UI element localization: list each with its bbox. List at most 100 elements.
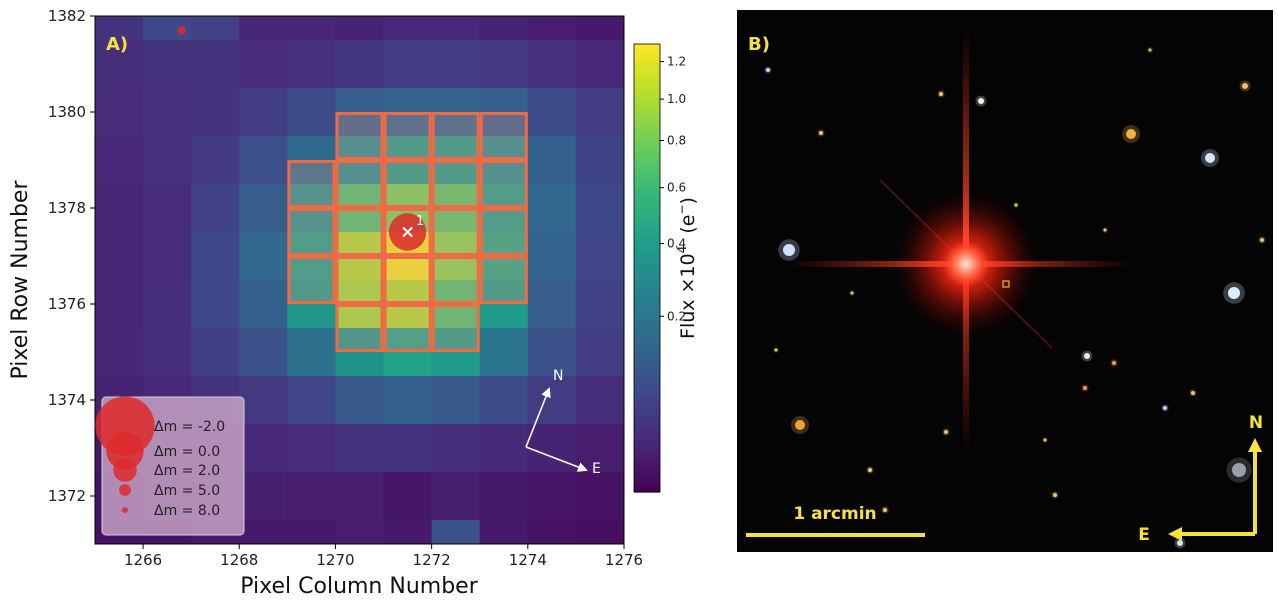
- heatmap-pixel: [239, 424, 288, 473]
- colorbar-segment: [634, 338, 660, 344]
- x-tick-label: 1266: [124, 551, 162, 569]
- heatmap-pixel: [95, 88, 144, 137]
- colorbar-segment: [634, 256, 660, 262]
- heatmap-pixel: [191, 88, 240, 137]
- heatmap-pixel: [95, 280, 144, 329]
- heatmap-pixel: [95, 328, 144, 377]
- colorbar-segment: [634, 51, 660, 56]
- heatmap-pixel: [287, 472, 336, 521]
- colorbar-segment: [634, 312, 660, 318]
- colorbar-segment: [634, 424, 660, 430]
- target-cross: [402, 226, 413, 238]
- panel-b-sky-image: B) 1 arcmin N E: [737, 10, 1273, 552]
- colorbar-segment: [634, 361, 660, 366]
- heatmap-pixel: [239, 184, 288, 233]
- heatmap-pixel: [239, 88, 288, 137]
- heatmap-pixel: [431, 40, 481, 89]
- colorbar-segment: [634, 391, 660, 396]
- colorbar-segment: [634, 365, 660, 370]
- heatmap-pixel: [479, 40, 529, 89]
- heatmap-pixel: [527, 328, 577, 377]
- star: [766, 68, 770, 72]
- colorbar-tick-label: 1.2: [667, 55, 686, 69]
- heatmap-pixel: [191, 16, 240, 41]
- legend-marker: [122, 507, 128, 513]
- x-tick-label: 1270: [316, 551, 354, 569]
- colorbar-segment: [634, 387, 660, 392]
- star: [774, 348, 778, 352]
- star: [1177, 540, 1183, 546]
- heatmap-pixel: [335, 520, 384, 545]
- y-tick-label: 1382: [48, 7, 86, 25]
- heatmap-pixel: [143, 232, 192, 281]
- y-tick-label: 1372: [48, 487, 86, 505]
- colorbar-segment: [634, 238, 660, 243]
- star: [1043, 438, 1047, 442]
- star: [783, 244, 795, 256]
- colorbar-segment: [634, 111, 660, 116]
- heatmap-pixel: [575, 136, 625, 185]
- heatmap-pixel: [287, 328, 336, 377]
- colorbar-segment: [634, 241, 660, 247]
- colorbar-segment: [634, 152, 660, 157]
- compass-east-label-b: E: [1138, 525, 1150, 545]
- compass-north-label-b: N: [1249, 413, 1263, 433]
- star: [795, 420, 805, 430]
- heatmap-pixel: [479, 16, 529, 41]
- heatmap-pixel: [239, 472, 288, 521]
- colorbar-segment: [634, 454, 660, 459]
- heatmap-pixel: [383, 16, 433, 41]
- colorbar-segment: [634, 204, 660, 209]
- heatmap-pixel: [287, 40, 336, 89]
- colorbar-segment: [634, 234, 660, 239]
- colorbar-tick-label: 1.0: [667, 92, 686, 106]
- heatmap-pixel: [575, 16, 625, 41]
- heatmap-pixel: [527, 280, 577, 329]
- colorbar-segment: [634, 346, 660, 351]
- heatmap-pixel: [575, 40, 625, 89]
- colorbar-label: Flux ×104 (e−): [675, 197, 699, 339]
- panel-a-tpf-plot: 1 A) 1266 1268 1270 1272 1274 1276 1372137413…: [8, 7, 699, 599]
- heatmap-pixel: [239, 376, 288, 425]
- y-tick-label: 1374: [48, 391, 86, 409]
- colorbar-segment: [634, 275, 660, 280]
- colorbar-segment: [634, 253, 660, 258]
- star: [1163, 406, 1167, 410]
- colorbar: 0.2 0.4 0.6 0.8 1.0 1.2 Flux ×104 (e−): [633, 43, 699, 493]
- aperture-pixel: [479, 112, 528, 160]
- heatmap-pixel: [527, 16, 577, 41]
- heatmap-pixel: [239, 280, 288, 329]
- colorbar-segment: [634, 290, 660, 295]
- colorbar-segment: [634, 77, 660, 82]
- aperture-pixel: [431, 160, 480, 208]
- star: [1126, 129, 1136, 139]
- colorbar-segment: [634, 107, 660, 112]
- x-tick-label: 1274: [509, 551, 547, 569]
- heatmap-pixel: [431, 328, 481, 377]
- heatmap-pixel: [239, 136, 288, 185]
- colorbar-segment: [634, 353, 660, 359]
- colorbar-segment: [634, 185, 660, 191]
- colorbar-segment: [634, 249, 660, 254]
- colorbar-segment: [634, 383, 660, 389]
- colorbar-segment: [634, 428, 660, 433]
- heatmap-pixel: [95, 136, 144, 185]
- heatmap-pixel: [335, 424, 384, 473]
- star: [1083, 386, 1087, 390]
- heatmap-pixel: [287, 16, 336, 41]
- legend-label: Δm = 8.0: [154, 503, 220, 519]
- colorbar-ticks: 0.2 0.4 0.6 0.8 1.0 1.2: [660, 55, 686, 323]
- colorbar-segment: [634, 282, 660, 288]
- colorbar-segment: [634, 226, 660, 232]
- x-tick-label: 1272: [413, 551, 451, 569]
- colorbar-segment: [634, 301, 660, 306]
- colorbar-segment: [634, 469, 660, 474]
- colorbar-segment: [634, 58, 660, 64]
- aperture-pixel: [383, 112, 432, 160]
- colorbar-tick-label: 0.8: [667, 134, 686, 148]
- colorbar-segment: [634, 223, 660, 228]
- heatmap-pixel: [191, 232, 240, 281]
- colorbar-segment: [634, 264, 660, 269]
- colorbar-segment: [634, 73, 660, 79]
- colorbar-segment: [634, 268, 660, 273]
